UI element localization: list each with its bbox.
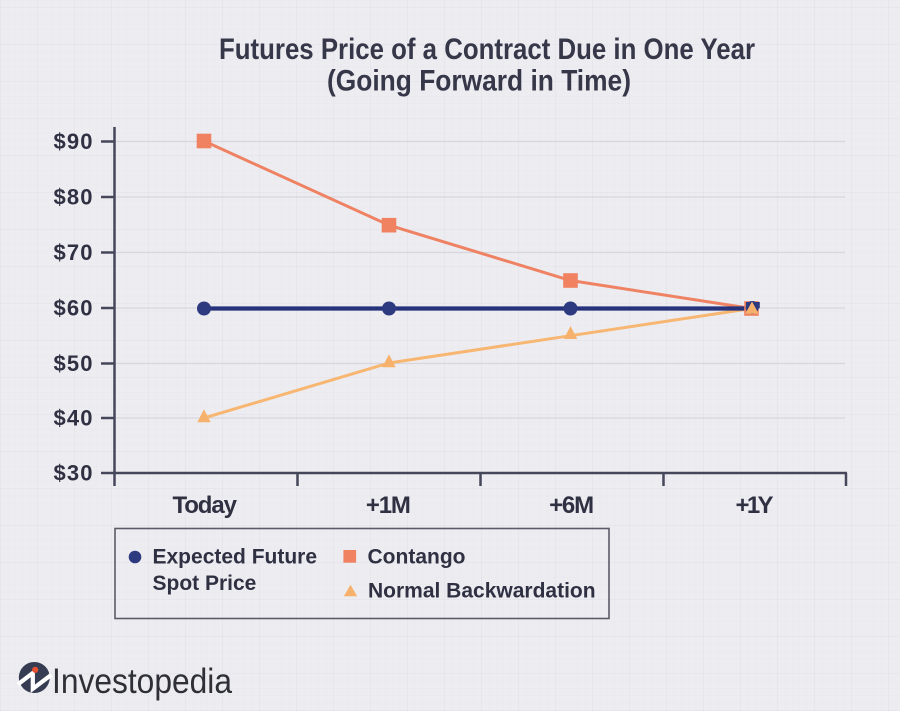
- svg-text:$30: $30: [54, 461, 93, 486]
- svg-text:$70: $70: [54, 240, 93, 265]
- svg-text:Expected Future: Expected Future: [153, 546, 318, 569]
- svg-text:(Going Forward in Time): (Going Forward in Time): [327, 65, 631, 98]
- svg-text:$90: $90: [54, 129, 93, 154]
- svg-text:+1Y: +1Y: [736, 492, 774, 519]
- svg-text:$60: $60: [54, 296, 93, 321]
- svg-text:Contango: Contango: [368, 546, 466, 569]
- svg-text:Normal Backwardation: Normal Backwardation: [368, 580, 596, 603]
- svg-text:$50: $50: [54, 351, 93, 376]
- svg-text:Today: Today: [172, 492, 237, 519]
- svg-text:$80: $80: [54, 185, 93, 210]
- svg-text:Investopedia: Investopedia: [52, 662, 232, 701]
- svg-text:+1M: +1M: [366, 492, 411, 519]
- svg-text:$40: $40: [54, 406, 93, 431]
- svg-text:Futures Price of a Contract Du: Futures Price of a Contract Due in One Y…: [219, 33, 755, 66]
- svg-text:+6M: +6M: [549, 492, 594, 519]
- svg-text:Spot Price: Spot Price: [153, 572, 257, 595]
